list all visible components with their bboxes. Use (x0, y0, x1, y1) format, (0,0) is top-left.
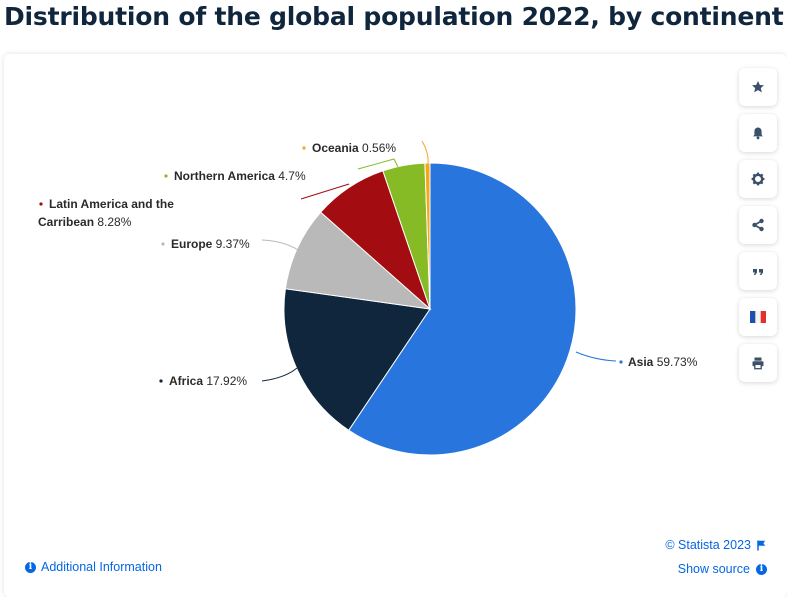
quote-icon (753, 269, 763, 275)
connector-latin-america-and-the-carribean (300, 183, 350, 200)
share-icon (752, 218, 764, 232)
show-source-link[interactable]: Show source i (678, 562, 767, 576)
settings-button[interactable] (739, 160, 777, 198)
connector-oceania (421, 140, 429, 165)
page-title: Distribution of the global population 20… (4, 2, 784, 31)
language-button[interactable] (739, 298, 777, 336)
legend-dot-oceania (302, 146, 306, 150)
legend-dot-latin-america-and-the-carribean (39, 202, 43, 206)
additional-information-label: Additional Information (41, 560, 162, 574)
french-flag-icon (750, 311, 766, 323)
pie-slice-oceania[interactable] (424, 162, 431, 310)
connector-asia (575, 351, 617, 362)
favorite-button[interactable] (739, 68, 777, 106)
flag-icon (757, 540, 766, 550)
bell-icon (753, 127, 763, 140)
info-icon: i (756, 563, 767, 575)
show-source-label: Show source (677, 562, 750, 576)
connector-northern-america (357, 158, 399, 170)
connector-europe (261, 239, 299, 251)
info-icon: i (25, 561, 36, 573)
gear-icon (751, 172, 765, 186)
star-icon (752, 81, 764, 93)
printer-icon (752, 357, 764, 370)
legend-dot-northern-america (164, 174, 168, 178)
cite-button[interactable] (739, 252, 777, 290)
copyright-notice: © Statista 2023 (665, 538, 766, 552)
share-button[interactable] (739, 206, 777, 244)
additional-information-link[interactable]: i Additional Information (25, 560, 162, 574)
print-button[interactable] (739, 344, 777, 382)
legend-dot-europe (161, 242, 165, 246)
pie-slice-asia[interactable] (348, 162, 577, 456)
legend-dot-africa (159, 379, 163, 383)
pie-slice-europe[interactable] (284, 211, 432, 310)
data-label-africa: Africa 17.92% (169, 374, 247, 388)
data-label-latin-america-and-the-carribean: Latin America and the Carribean 8.28% (38, 197, 174, 229)
legend-dot-asia (619, 360, 623, 364)
data-label-europe: Europe 9.37% (171, 237, 250, 251)
data-label-northern-america: Northern America 4.7% (174, 169, 306, 183)
connector-africa (261, 367, 298, 382)
data-label-asia: Asia 59.73% (628, 355, 698, 369)
copyright-text: © Statista 2023 (665, 538, 751, 552)
data-label-oceania: Oceania 0.56% (312, 141, 396, 155)
notification-button[interactable] (739, 114, 777, 152)
